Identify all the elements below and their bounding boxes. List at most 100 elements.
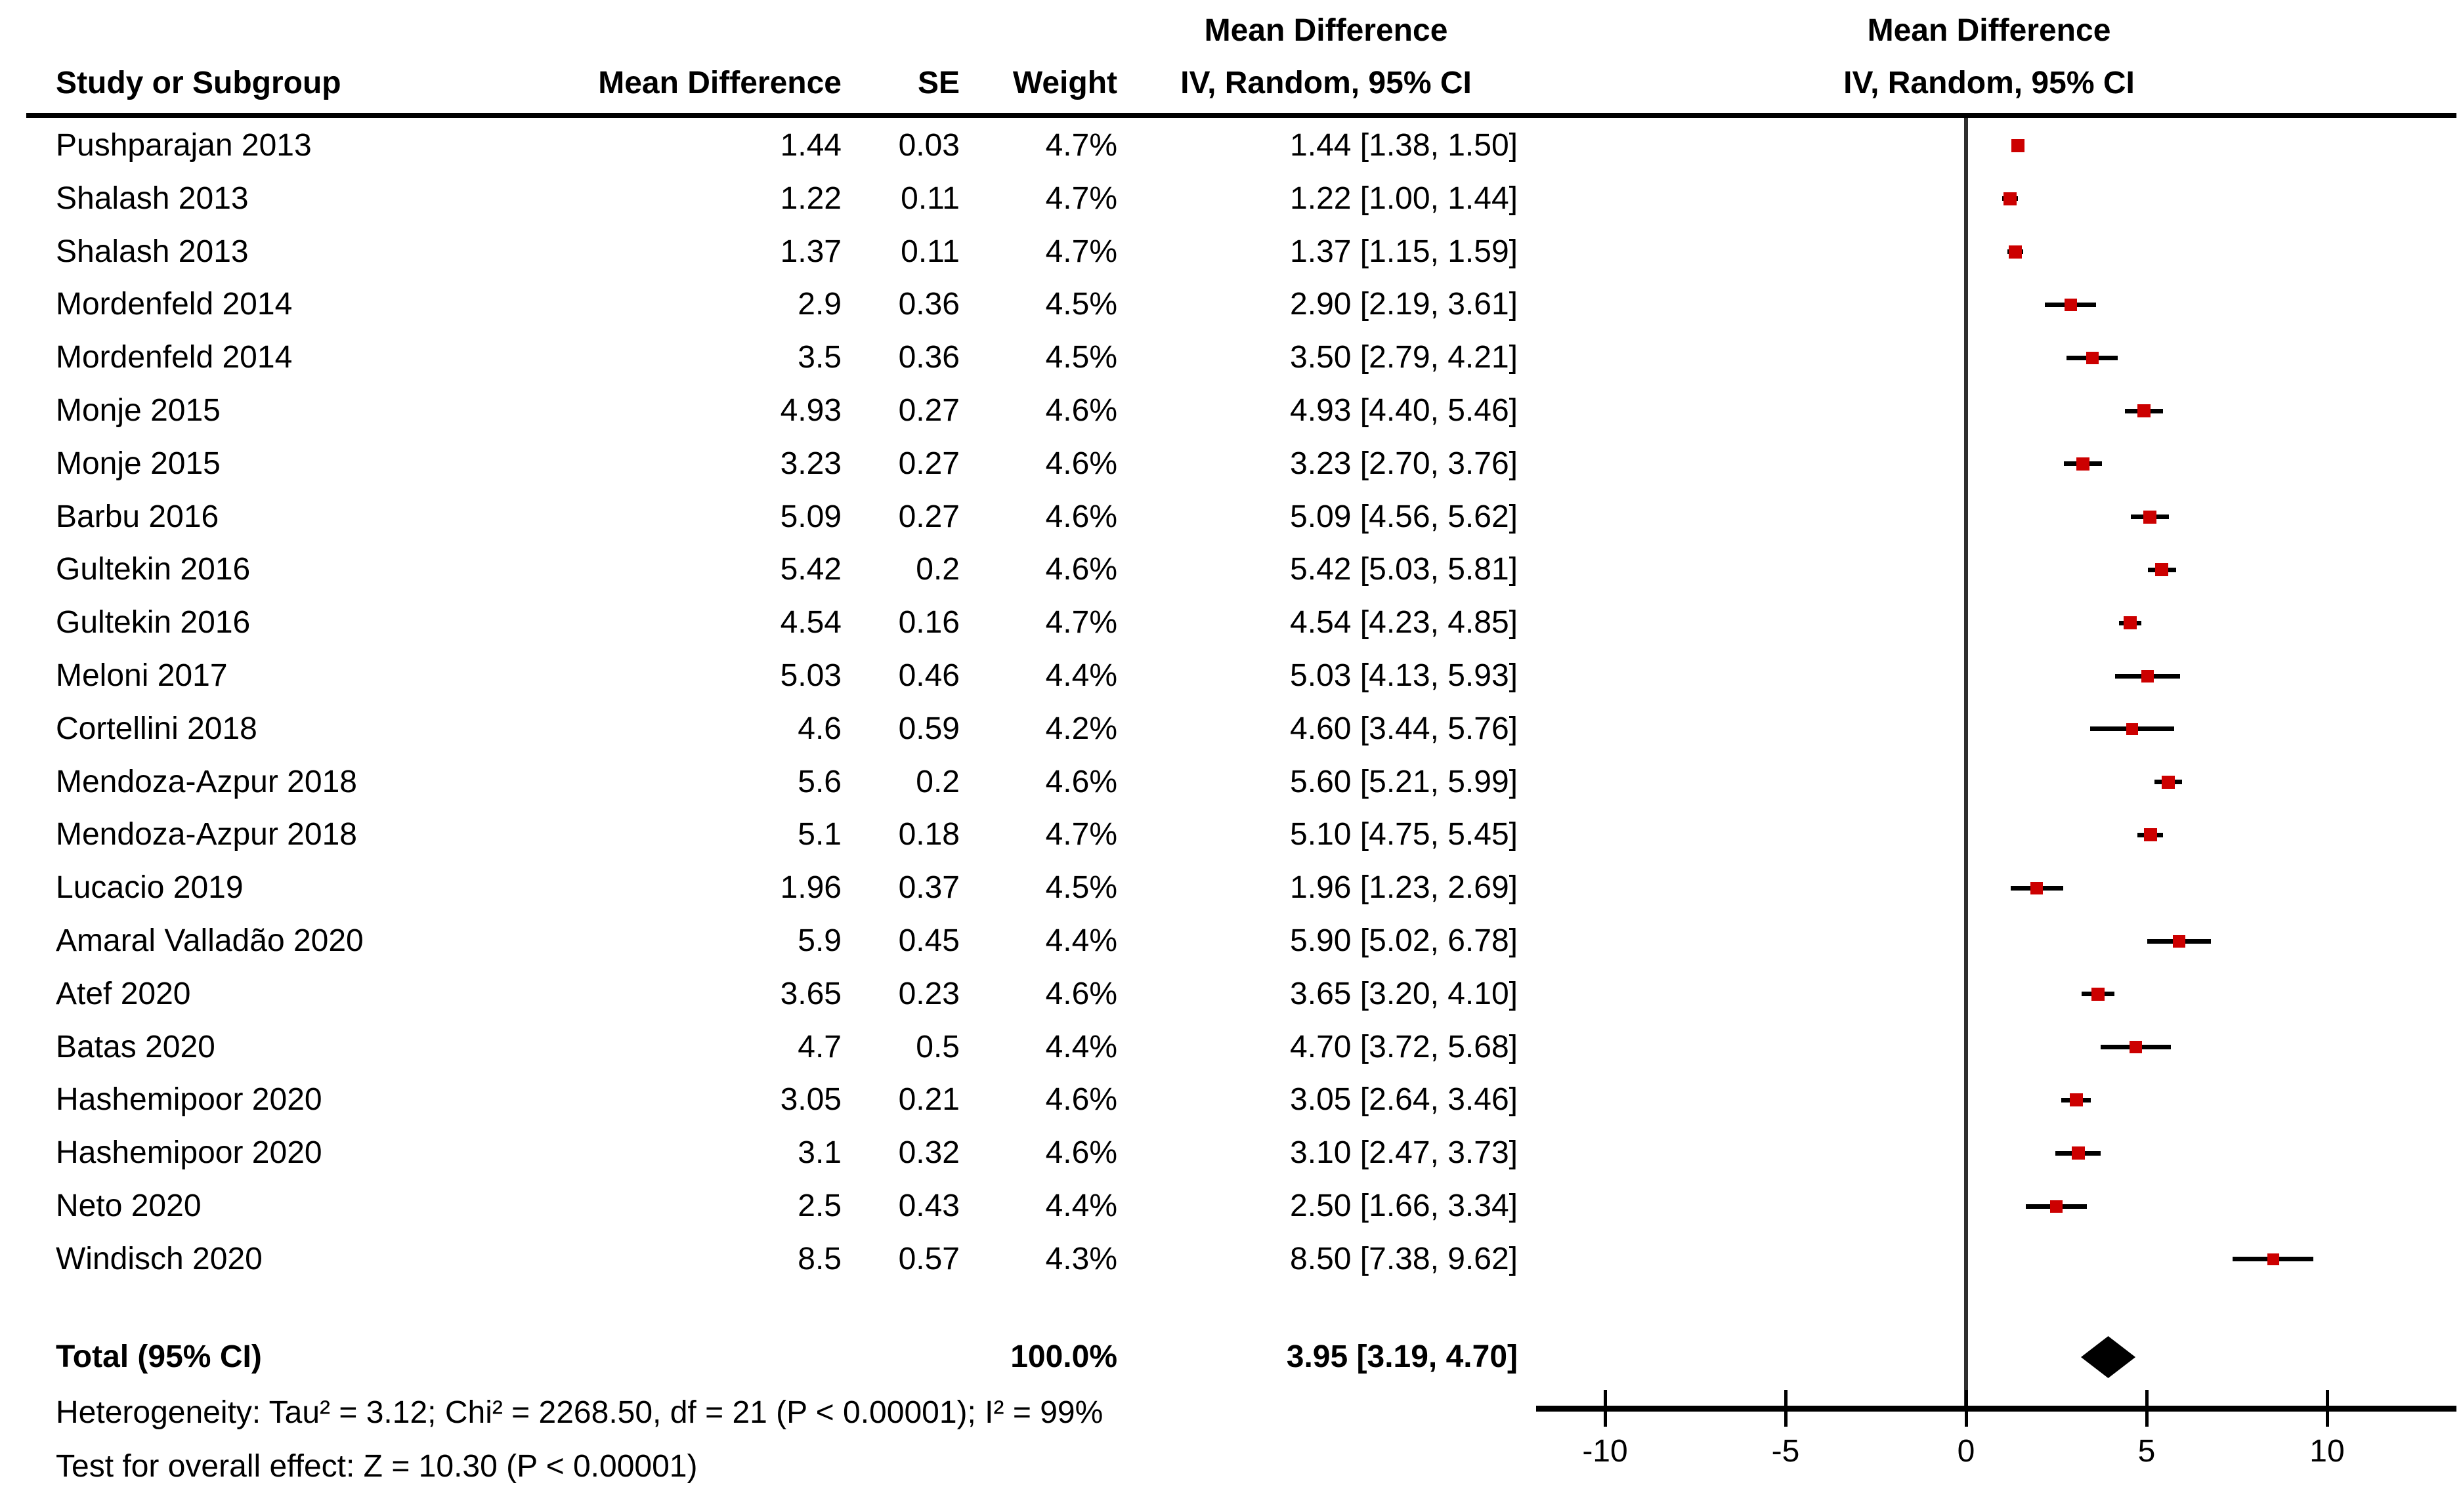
- study-name: Gultekin 2016: [56, 605, 251, 640]
- weight-value: 4.4%: [1045, 1029, 1117, 1064]
- effect-marker: [2137, 404, 2151, 417]
- ci-text: 5.60 [5.21, 5.99]: [1290, 764, 1518, 799]
- ci-text: 1.22 [1.00, 1.44]: [1290, 180, 1518, 216]
- se-value: 0.11: [901, 234, 960, 269]
- overall-effect-note: Test for overall effect: Z = 10.30 (P < …: [56, 1449, 698, 1484]
- md-value: 4.54: [780, 605, 842, 640]
- md-value: 3.65: [780, 976, 842, 1011]
- ci-text: 2.90 [2.19, 3.61]: [1290, 287, 1518, 322]
- x-axis-tick-label: -10: [1582, 1434, 1628, 1469]
- column-header-ci: IV, Random, 95% CI: [1180, 66, 1472, 100]
- study-name: Monje 2015: [56, 393, 221, 428]
- weight-value: 4.6%: [1045, 976, 1117, 1011]
- se-value: 0.23: [898, 976, 960, 1011]
- study-name: Atef 2020: [56, 976, 191, 1011]
- md-value: 1.96: [780, 870, 842, 906]
- total-weight: 100.0%: [1010, 1339, 1117, 1374]
- effect-marker: [2091, 987, 2105, 1001]
- effect-marker: [2162, 775, 2175, 789]
- column-header-weight: Weight: [1012, 66, 1117, 100]
- effect-marker: [2130, 1041, 2142, 1054]
- ci-text: 4.93 [4.40, 5.46]: [1290, 393, 1518, 428]
- md-value: 3.05: [780, 1082, 842, 1118]
- ci-text: 3.50 [2.79, 4.21]: [1290, 340, 1518, 375]
- ci-text: 3.10 [2.47, 3.73]: [1290, 1135, 1518, 1171]
- effect-marker: [2126, 723, 2138, 735]
- x-axis-tick-label: 10: [2309, 1434, 2345, 1469]
- ci-text: 1.96 [1.23, 2.69]: [1290, 870, 1518, 906]
- x-axis-tick-label: -5: [1771, 1434, 1800, 1469]
- ci-text: 3.05 [2.64, 3.46]: [1290, 1082, 1518, 1118]
- study-name: Hashemipoor 2020: [56, 1082, 322, 1118]
- x-axis-tick-label: 5: [2137, 1434, 2156, 1469]
- weight-value: 4.4%: [1045, 923, 1117, 958]
- x-axis-tick: [1964, 1390, 1968, 1427]
- study-name: Batas 2020: [56, 1029, 215, 1064]
- effect-marker: [2065, 298, 2077, 311]
- se-value: 0.2: [916, 552, 960, 587]
- se-value: 0.57: [898, 1241, 960, 1276]
- ci-text: 4.60 [3.44, 5.76]: [1290, 711, 1518, 746]
- se-value: 0.43: [898, 1188, 960, 1223]
- md-value: 5.1: [798, 817, 842, 852]
- weight-value: 4.7%: [1045, 817, 1117, 852]
- se-value: 0.36: [898, 287, 960, 322]
- ci-text: 8.50 [7.38, 9.62]: [1290, 1241, 1518, 1276]
- se-value: 0.32: [898, 1135, 960, 1171]
- weight-value: 4.7%: [1045, 128, 1117, 163]
- weight-value: 4.6%: [1045, 1135, 1117, 1171]
- diamond-shape: [2081, 1336, 2136, 1378]
- effect-marker: [2030, 881, 2044, 894]
- ci-text: 3.65 [3.20, 4.10]: [1290, 976, 1518, 1011]
- ci-text: 5.03 [4.13, 5.93]: [1290, 658, 1518, 693]
- se-value: 0.27: [898, 446, 960, 481]
- weight-value: 4.5%: [1045, 340, 1117, 375]
- effect-marker: [2086, 351, 2099, 364]
- total-ci-text: 3.95 [3.19, 4.70]: [1286, 1339, 1518, 1374]
- pooled-effect-diamond: [2081, 1336, 2136, 1378]
- effect-marker: [2003, 192, 2017, 205]
- md-value: 5.03: [780, 658, 842, 693]
- ci-text: 3.23 [2.70, 3.76]: [1290, 446, 1518, 481]
- header-rule: [26, 113, 2456, 118]
- effect-marker: [2267, 1253, 2279, 1265]
- md-value: 2.5: [798, 1188, 842, 1223]
- effect-marker: [2050, 1200, 2063, 1213]
- md-value: 1.37: [780, 234, 842, 269]
- study-name: Neto 2020: [56, 1188, 202, 1223]
- se-value: 0.27: [898, 499, 960, 534]
- weight-value: 4.7%: [1045, 180, 1117, 216]
- weight-value: 4.3%: [1045, 1241, 1117, 1276]
- md-value: 1.44: [780, 128, 842, 163]
- column-header-se: SE: [917, 66, 960, 100]
- study-name: Lucacio 2019: [56, 870, 244, 906]
- weight-value: 4.6%: [1045, 764, 1117, 799]
- se-value: 0.27: [898, 393, 960, 428]
- study-name: Meloni 2017: [56, 658, 228, 693]
- se-value: 0.21: [898, 1082, 960, 1118]
- effect-marker: [2071, 1146, 2085, 1160]
- se-value: 0.36: [898, 340, 960, 375]
- heterogeneity-note: Heterogeneity: Tau² = 3.12; Chi² = 2268.…: [56, 1395, 1103, 1430]
- study-name: Monje 2015: [56, 446, 221, 481]
- x-axis-tick: [1784, 1390, 1788, 1427]
- weight-value: 4.5%: [1045, 287, 1117, 322]
- effect-marker: [2143, 828, 2157, 842]
- se-value: 0.11: [901, 180, 960, 216]
- md-value: 5.42: [780, 552, 842, 587]
- ci-text: 4.70 [3.72, 5.68]: [1290, 1029, 1518, 1064]
- md-value: 3.23: [780, 446, 842, 481]
- weight-value: 4.6%: [1045, 1082, 1117, 1118]
- ci-text: 4.54 [4.23, 4.85]: [1290, 605, 1518, 640]
- se-value: 0.03: [898, 128, 960, 163]
- se-value: 0.16: [898, 605, 960, 640]
- study-name: Mordenfeld 2014: [56, 340, 293, 375]
- weight-value: 4.4%: [1045, 1188, 1117, 1223]
- weight-value: 4.7%: [1045, 605, 1117, 640]
- md-value: 5.9: [798, 923, 842, 958]
- md-value: 2.9: [798, 287, 842, 322]
- study-name: Windisch 2020: [56, 1241, 263, 1276]
- weight-value: 4.5%: [1045, 870, 1117, 906]
- se-value: 0.18: [898, 817, 960, 852]
- se-value: 0.59: [898, 711, 960, 746]
